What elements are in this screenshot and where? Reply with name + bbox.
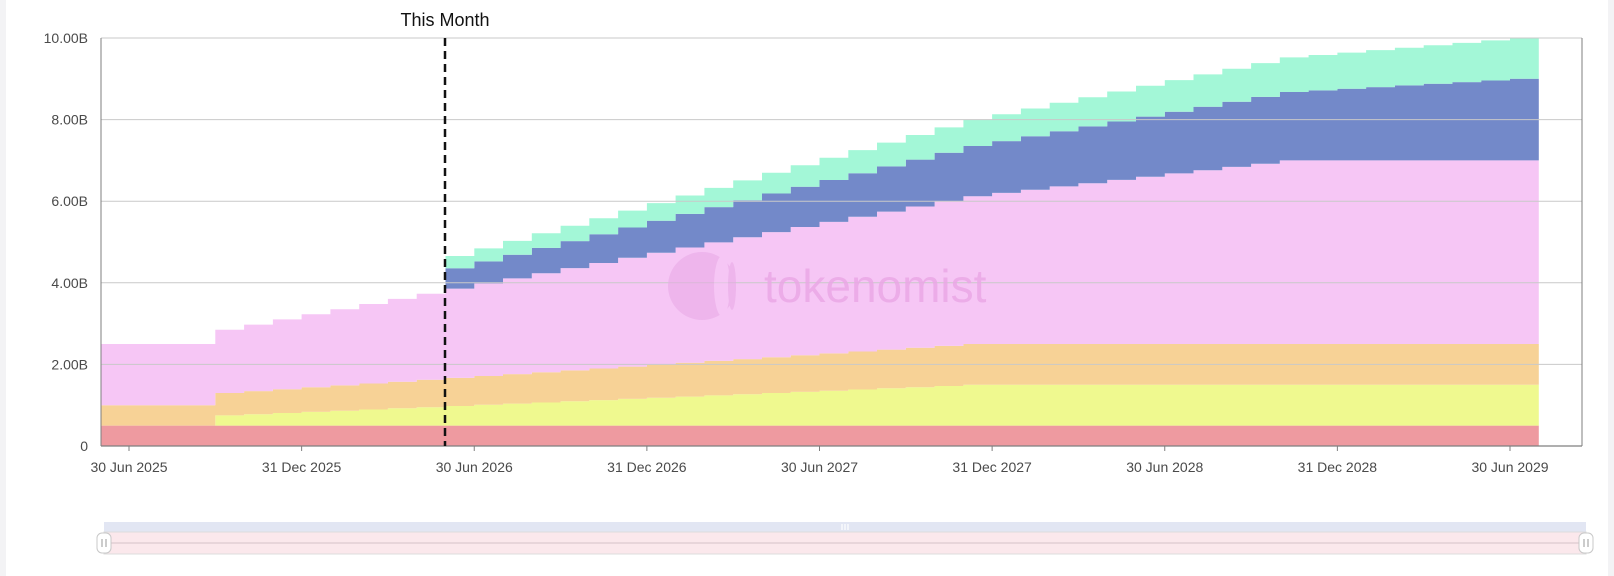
- x-tick-label: 30 Jun 2028: [1126, 459, 1203, 475]
- axes: 0 2.00B 4.00B 6.00B 8.00B 10.00B 30 Jun 2025 31…: [44, 30, 1583, 475]
- y-tick-label: 6.00B: [51, 193, 88, 209]
- series-area-6: [101, 38, 1539, 344]
- y-gridlines: [101, 37, 1582, 365]
- watermark: tokenomist: [668, 252, 987, 320]
- y-tick-label: 8.00B: [51, 112, 88, 128]
- x-tick-label: 31 Dec 2027: [952, 459, 1032, 475]
- zoom-right-handle[interactable]: [1578, 532, 1594, 554]
- series-area-5: [101, 78, 1539, 345]
- tokenomist-logo-icon: [668, 252, 736, 320]
- zoom-left-handle[interactable]: [96, 532, 112, 554]
- y-tick-label: 4.00B: [51, 275, 88, 291]
- series-area-2: [101, 384, 1539, 426]
- x-tick-label: 30 Jun 2026: [436, 459, 513, 475]
- y-tick-label: 2.00B: [51, 356, 88, 372]
- x-tick-label: 31 Dec 2028: [1298, 459, 1378, 475]
- this-month-label: This Month: [400, 10, 489, 30]
- x-tick-label: 31 Dec 2026: [607, 459, 687, 475]
- zoom-slider[interactable]: [96, 522, 1594, 555]
- x-tick-label: 30 Jun 2027: [781, 459, 858, 475]
- x-tick-label: 30 Jun 2025: [90, 459, 167, 475]
- x-tick-label: 31 Dec 2025: [262, 459, 342, 475]
- zoom-grip-icon[interactable]: [841, 524, 849, 530]
- y-tick-label: 0: [80, 438, 88, 454]
- y-tick-label: 10.00B: [44, 30, 88, 46]
- this-month-annotation: This Month: [400, 10, 490, 446]
- x-tick-label: 30 Jun 2029: [1471, 459, 1548, 475]
- watermark-text: tokenomist: [764, 260, 987, 312]
- series-area-1: [101, 425, 1539, 446]
- stacked-areas: [101, 38, 1539, 446]
